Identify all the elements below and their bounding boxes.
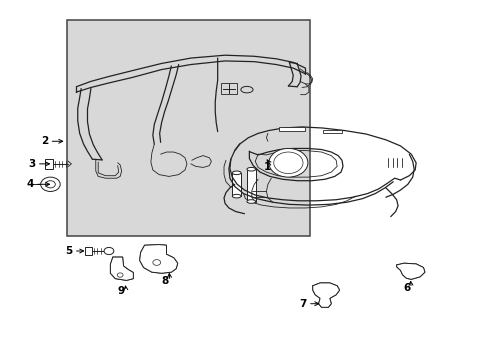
Text: 6: 6 [402,283,409,293]
Ellipse shape [246,200,255,203]
Circle shape [153,260,160,265]
Ellipse shape [241,86,252,93]
Polygon shape [396,263,424,279]
Circle shape [117,273,123,277]
Polygon shape [110,257,133,280]
Bar [246,169,255,202]
Circle shape [41,177,60,192]
Text: 3: 3 [28,159,36,169]
Bar [232,173,241,196]
Bar [44,159,53,168]
Text: 9: 9 [118,286,125,296]
Bar [221,83,236,94]
Polygon shape [312,283,339,307]
Text: 2: 2 [41,136,48,146]
Text: 1: 1 [264,162,271,172]
Polygon shape [140,244,177,273]
Text: 5: 5 [65,246,73,256]
Text: 8: 8 [162,276,168,286]
FancyBboxPatch shape [322,130,341,134]
Bar [66,21,310,235]
Ellipse shape [232,194,241,198]
Text: 7: 7 [299,299,306,309]
Bar [84,247,92,255]
Ellipse shape [246,167,255,171]
Circle shape [268,148,307,177]
FancyBboxPatch shape [278,127,305,131]
Ellipse shape [232,171,241,175]
Circle shape [273,152,303,174]
Circle shape [45,181,55,188]
Circle shape [104,247,114,255]
Text: 4: 4 [26,179,34,189]
